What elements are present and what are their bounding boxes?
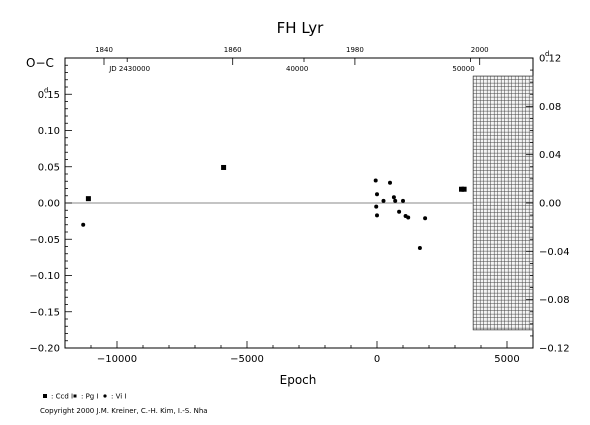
data-point-vi <box>81 222 86 227</box>
x-tick-label: 0 <box>374 354 380 365</box>
legend-marker-pg <box>73 394 77 398</box>
data-point-vi <box>401 198 405 203</box>
legend-label: : Pg I <box>81 393 99 401</box>
bottom-axis-labels: −10000 −5000 0 5000 <box>97 354 520 365</box>
data-point-vi <box>391 195 396 200</box>
y-left-tick-label: 0.00 <box>38 199 60 210</box>
y-left-tick-label: −0.20 <box>29 344 60 355</box>
legend-label: : Ccd I <box>51 393 73 401</box>
data-point-ccd <box>461 186 467 192</box>
x-tick-label: −5000 <box>230 354 264 365</box>
legend: : Ccd I : Pg I : Vi I <box>43 393 126 401</box>
year-tick-label: 2000 <box>471 46 489 54</box>
data-point-vi <box>381 198 386 203</box>
y-right-tick-label: 0.12 <box>539 54 561 65</box>
legend-marker-ccd <box>43 394 47 398</box>
y-right-tick-label: 0.04 <box>539 150 561 161</box>
y-axis-label: O−C <box>26 56 54 70</box>
x-axis-label: Epoch <box>280 373 317 387</box>
data-point-vi <box>374 204 379 209</box>
y-right-tick-label: −0.08 <box>539 295 570 306</box>
data-point-vi <box>393 198 398 203</box>
top-axis-labels: 1840 1860 1980 2000 JD 2430000 40000 50000 <box>95 46 489 73</box>
axis-ticks <box>65 57 534 349</box>
y-right-tick-label: 0.00 <box>539 199 561 210</box>
chart-title: FH Lyr <box>277 19 325 37</box>
day-unit-mark: d <box>545 50 549 58</box>
day-unit-mark: d <box>44 86 48 94</box>
x-tick-label: −10000 <box>97 354 137 365</box>
left-axis-labels: 0.15d 0.10 0.05 0.00 −0.05 −0.10 −0.15 −0.20 <box>29 86 60 354</box>
year-tick-label: 1860 <box>224 46 242 54</box>
right-axis-labels: 0.12d 0.08 0.04 0.00 −0.04 −0.08 −0.12 <box>539 50 570 355</box>
grid-region <box>472 75 534 331</box>
jd-label: 50000 <box>452 65 474 73</box>
y-left-tick-label: −0.05 <box>29 235 60 246</box>
data-point-vi <box>373 178 378 183</box>
year-tick-label: 1980 <box>346 46 364 54</box>
copyright-text: Copyright 2000 J.M. Kreiner, C.-H. Kim, … <box>40 407 208 415</box>
data-points <box>81 164 467 250</box>
y-right-tick-label: −0.12 <box>539 344 570 355</box>
data-point-vi <box>406 215 411 220</box>
grid-region-bg <box>472 75 534 331</box>
jd-label: JD 2430000 <box>108 65 150 73</box>
y-left-tick-label: 0.10 <box>38 126 60 137</box>
data-point-vi <box>417 245 422 250</box>
data-point-vi <box>388 180 392 185</box>
data-point-ccd <box>85 196 91 202</box>
data-point-ccd <box>459 186 464 192</box>
y-left-tick-label: −0.10 <box>29 271 60 282</box>
y-left-tick-label: 0.15 <box>38 90 60 101</box>
data-point-vi <box>423 216 428 221</box>
y-right-tick-label: −0.04 <box>539 247 570 258</box>
jd-label: 40000 <box>286 65 308 73</box>
data-point-vi <box>397 209 402 214</box>
data-point-vi <box>375 192 379 197</box>
legend-label: : Vi I <box>111 393 126 401</box>
y-left-tick-label: 0.05 <box>38 162 60 173</box>
data-point-ccd <box>221 164 227 170</box>
data-point-vi <box>375 213 379 218</box>
legend-marker-vi <box>103 394 107 398</box>
y-left-tick-label: −0.15 <box>29 307 60 318</box>
x-tick-label: 5000 <box>494 354 519 365</box>
y-right-tick-label: 0.08 <box>539 102 561 113</box>
year-tick-label: 1840 <box>95 46 113 54</box>
